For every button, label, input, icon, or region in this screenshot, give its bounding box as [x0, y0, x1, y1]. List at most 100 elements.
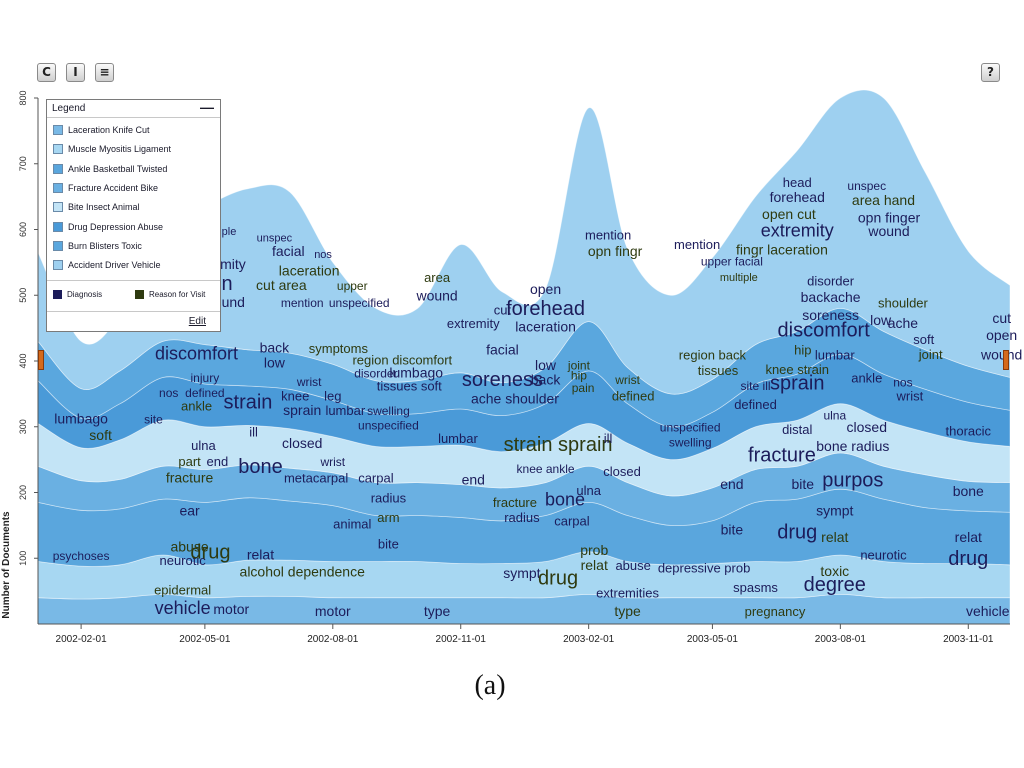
topic-word-label: purpos [822, 470, 883, 492]
topic-word-label: abuse [615, 558, 650, 573]
x-tick-label: 2002-08-01 [307, 634, 359, 645]
topic-word-label: symptoms [309, 341, 369, 356]
topic-word-label: upper [337, 279, 368, 293]
topic-word-label: relat [821, 529, 848, 545]
legend-swatch [53, 182, 63, 193]
topic-word-label: alcohol dependence [240, 564, 366, 580]
text-tool-button[interactable]: I [66, 63, 85, 82]
database-icon: ≡ [99, 65, 110, 79]
help-icon: ? [987, 65, 994, 79]
database-button[interactable]: ≡ [95, 63, 114, 82]
topic-word-label: soreness [462, 369, 543, 391]
topic-word-label: ulna [823, 409, 846, 423]
topic-word-label: lumbar [325, 403, 365, 418]
topic-word-label: vehicle [155, 598, 211, 618]
topic-word-label: forehead [770, 189, 825, 205]
collapse-icon[interactable]: — [200, 99, 214, 115]
topic-word-label: fracture [493, 495, 537, 510]
range-start-handle[interactable] [38, 350, 44, 370]
legend-item[interactable]: Fracture Accident Bike [53, 181, 158, 195]
topic-word-label: region back [679, 348, 747, 363]
topic-word-label: laceration [515, 318, 576, 334]
refresh-icon: C [42, 65, 51, 79]
topic-word-label: extremity [761, 221, 834, 241]
topic-word-label: leg [324, 388, 341, 403]
topic-word-label: lumbago [54, 410, 108, 426]
legend-item[interactable]: Accident Driver Vehicle [53, 258, 161, 272]
topic-word-label: low [535, 357, 557, 373]
topic-word-label: lumbar [438, 431, 478, 446]
legend-swatch [53, 202, 63, 213]
x-tick-label: 2002-11-01 [436, 634, 487, 645]
topic-word-label: ankle [851, 371, 882, 386]
topic-word-label: wrist [319, 455, 345, 469]
topic-word-label: epidermal [154, 582, 211, 597]
topic-word-label: sprain [283, 402, 321, 418]
legend-item[interactable]: Laceration Knife Cut [53, 123, 150, 137]
legend-item[interactable]: Bite Insect Animal [53, 200, 140, 214]
y-tick-label: 500 [18, 288, 28, 303]
topic-word-label: ankle [181, 398, 212, 413]
topic-word-label: degree [804, 574, 866, 596]
topic-word-label: unspec [257, 232, 293, 244]
topic-word-label: region discomfort [352, 352, 452, 367]
topic-word-label: soreness [802, 307, 859, 323]
topic-word-label: radius [371, 490, 407, 505]
y-tick-label: 400 [18, 353, 28, 368]
legend-divider [47, 311, 220, 312]
x-tick-label: 2003-11-01 [943, 634, 994, 645]
topic-word-label: ulna [576, 483, 601, 498]
topic-word-label: relat [955, 529, 982, 545]
legend-divider [47, 280, 220, 281]
topic-word-label: bone radius [816, 438, 889, 454]
legend-item-label: Ankle Basketball Twisted [68, 163, 168, 174]
legend-item[interactable]: Burn Blisters Toxic [53, 239, 142, 253]
y-tick-label: 200 [18, 485, 28, 500]
topic-word-label: sympt [503, 565, 540, 581]
figure-caption: (a) [474, 670, 506, 701]
topic-word-label: thoracic [946, 423, 992, 438]
legend-swatch [53, 221, 63, 232]
refresh-button[interactable]: C [37, 63, 56, 82]
topic-word-label: nos [159, 386, 178, 400]
topic-word-label: abuse [170, 539, 208, 555]
topic-word-label: multiple [720, 272, 758, 284]
topic-word-label: carpal [358, 471, 394, 486]
legend-key-label: Diagnosis [67, 290, 103, 299]
topic-word-label: drug [538, 568, 578, 590]
legend-item[interactable]: Drug Depression Abuse [53, 220, 163, 234]
topic-word-label: spasms [733, 580, 778, 595]
topic-word-label: motor [213, 601, 249, 617]
topic-word-label: extremities [596, 586, 659, 601]
topic-word-label: ache [888, 315, 919, 331]
topic-word-label: arm [377, 510, 399, 525]
help-button[interactable]: ? [981, 63, 1000, 82]
topic-word-label: fracture [166, 470, 214, 486]
topic-word-label: injury [191, 371, 220, 385]
topic-word-label: closed [847, 419, 887, 435]
topic-word-label: cut [494, 302, 512, 317]
range-end-handle[interactable] [1003, 350, 1009, 370]
topic-word-label: carpal [554, 513, 590, 528]
y-tick-label: 800 [18, 90, 28, 105]
topic-word-label: nos [893, 376, 912, 390]
topic-word-label: wrist [296, 375, 322, 389]
stream-layer [37, 89, 1011, 395]
topic-word-label: defined [734, 397, 777, 412]
topic-word-label: knee strain [765, 362, 829, 377]
topic-word-label: relat [581, 557, 608, 573]
legend-edit-link[interactable]: Edit [188, 316, 206, 327]
legend-swatch [53, 125, 63, 135]
topic-word-label: joint [567, 359, 591, 373]
topic-word-label: unspec [847, 179, 886, 193]
legend-item-label: Bite Insect Animal [68, 202, 140, 213]
topic-word-label: type [424, 603, 451, 619]
topic-word-label: lumbago [389, 364, 443, 380]
legend-item[interactable]: Muscle Myositis Ligament [53, 142, 171, 156]
topic-word-label: defined [185, 386, 224, 400]
topic-word-label: metacarpal [284, 471, 348, 486]
legend-item[interactable]: Ankle Basketball Twisted [53, 162, 167, 176]
x-tick-label: 2003-02-01 [563, 634, 615, 645]
y-tick-label: 300 [18, 419, 28, 434]
x-tick-label: 2003-08-01 [815, 634, 867, 645]
